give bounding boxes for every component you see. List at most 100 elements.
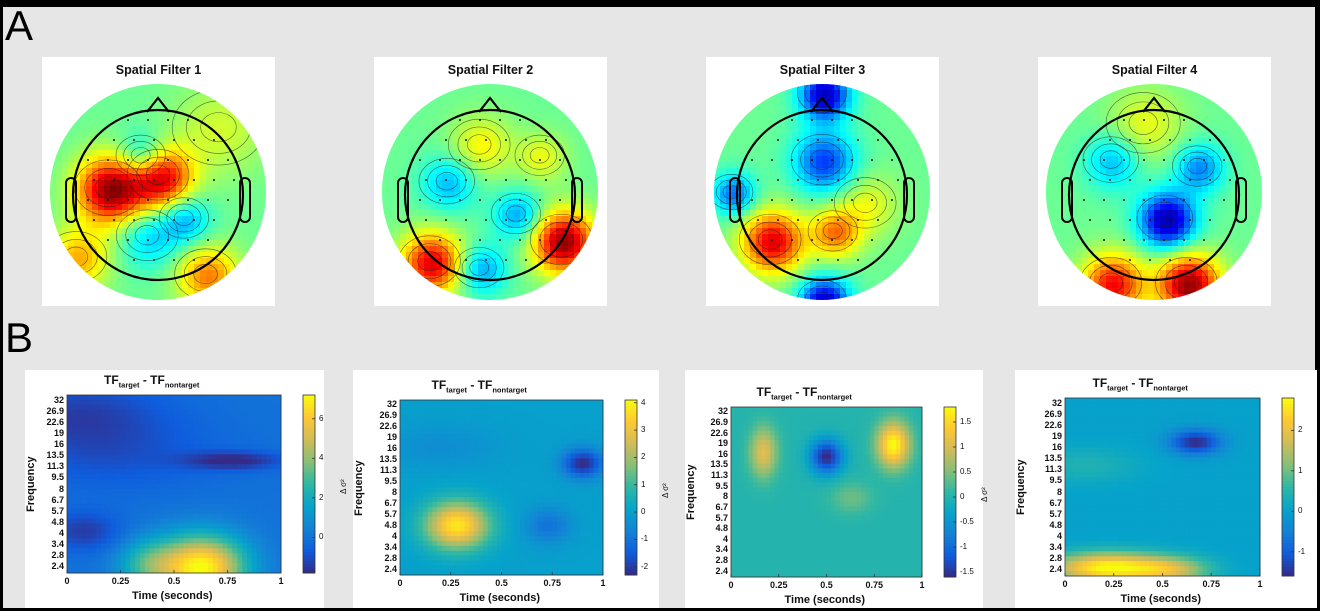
heatmap-cell xyxy=(900,534,906,540)
heatmap-cell xyxy=(856,553,862,559)
heatmap-cell xyxy=(778,506,784,512)
heatmap-cell xyxy=(543,443,549,450)
heatmap-cell xyxy=(598,443,604,450)
heatmap-cell xyxy=(744,435,749,441)
heatmap-cell xyxy=(246,543,253,549)
heatmap-cell xyxy=(436,521,443,527)
heatmap-cell xyxy=(149,563,156,569)
heatmap-cell xyxy=(483,560,489,566)
heatmap-cell xyxy=(261,474,267,480)
heatmap-cell xyxy=(822,562,827,569)
heatmap-cell xyxy=(519,477,526,484)
colorbar-step xyxy=(625,554,637,558)
heatmap-cell xyxy=(174,469,180,475)
heatmap-cell xyxy=(904,553,910,559)
heatmap-cell xyxy=(174,404,180,411)
heatmap-cell xyxy=(91,474,97,480)
x-tick-label: 1 xyxy=(600,578,606,588)
heatmap-cell xyxy=(809,440,814,446)
heatmap-cell xyxy=(261,434,267,440)
heatmap-cell xyxy=(159,568,165,574)
heatmap-cell xyxy=(529,516,535,523)
heatmap-cell xyxy=(483,531,489,537)
heatmap-cell xyxy=(765,553,771,559)
heatmap-cell xyxy=(256,404,263,411)
heatmap-cell xyxy=(783,482,788,488)
heatmap-cell xyxy=(450,404,456,411)
heatmap-cell xyxy=(761,440,767,446)
heatmap-cell xyxy=(796,407,801,413)
heatmap-cell xyxy=(159,399,165,406)
heatmap-cell xyxy=(261,484,267,490)
colorbar-step xyxy=(303,570,315,574)
heatmap-cell xyxy=(547,468,553,474)
heatmap-cell xyxy=(835,449,841,455)
heatmap-cell xyxy=(409,404,415,411)
heatmap-cell xyxy=(222,424,228,431)
heatmap-cell xyxy=(81,508,87,515)
heatmap-cell xyxy=(496,560,502,566)
heatmap-cell xyxy=(852,506,858,512)
heatmap-cell xyxy=(506,458,512,464)
heatmap-cell xyxy=(251,568,258,574)
heatmap-cell xyxy=(865,468,871,474)
heatmap-cell xyxy=(110,484,117,490)
heatmap-cell xyxy=(432,482,438,488)
heatmap-cell xyxy=(856,454,862,460)
heatmap-cell xyxy=(455,497,461,503)
heatmap-cell xyxy=(524,555,530,561)
heatmap-cell xyxy=(251,444,258,450)
heatmap-cell xyxy=(731,425,736,432)
heatmap-cell xyxy=(813,543,819,550)
heatmap-cell xyxy=(450,429,456,435)
heatmap-cell xyxy=(237,484,243,490)
heatmap-cell xyxy=(774,534,780,540)
heatmap-cell xyxy=(839,539,845,545)
heatmap-cell xyxy=(487,400,493,406)
heatmap-cell xyxy=(556,555,562,561)
heatmap-cell xyxy=(227,434,233,440)
heatmap-cell xyxy=(852,553,858,559)
heatmap-cell xyxy=(770,468,775,474)
heatmap-cell xyxy=(861,487,867,493)
heatmap-cell xyxy=(778,421,784,427)
heatmap-cell xyxy=(81,568,87,574)
heatmap-cell xyxy=(212,528,219,534)
heatmap-cell xyxy=(81,404,87,411)
heatmap-cell xyxy=(748,501,754,507)
heatmap-cell xyxy=(538,424,544,430)
heatmap-cell xyxy=(778,473,784,479)
heatmap-cell xyxy=(271,479,277,485)
heatmap-cell xyxy=(450,565,456,571)
heatmap-cell xyxy=(178,429,185,436)
heatmap-cell xyxy=(413,434,419,440)
heatmap-cell xyxy=(423,545,429,552)
heatmap-cell xyxy=(515,438,521,445)
heatmap-cell xyxy=(276,568,282,574)
heatmap-cell xyxy=(492,492,498,498)
heatmap-cell xyxy=(203,395,209,401)
heatmap-cell xyxy=(887,458,893,465)
heatmap-cell xyxy=(251,498,258,505)
heatmap-cell xyxy=(86,464,92,470)
heatmap-cell xyxy=(492,570,498,576)
heatmap-cell xyxy=(813,515,819,521)
heatmap-cell xyxy=(144,508,151,515)
heatmap-cell xyxy=(409,545,415,552)
heatmap-cell xyxy=(731,454,736,460)
heatmap-cell xyxy=(765,430,771,436)
heatmap-cell xyxy=(529,565,535,571)
heatmap-cell xyxy=(506,536,512,542)
colorbar-tick-label: 1 xyxy=(641,479,646,489)
heatmap-cell xyxy=(86,508,92,515)
heatmap-cell xyxy=(543,482,549,488)
heatmap-cell xyxy=(515,545,521,552)
heatmap-cell xyxy=(67,474,73,480)
heatmap-cell xyxy=(178,508,185,515)
heatmap-cell xyxy=(404,438,410,445)
heatmap-cell xyxy=(105,409,112,416)
heatmap-cell xyxy=(144,513,151,520)
heatmap-cell xyxy=(561,492,567,498)
heatmap-cell xyxy=(809,539,814,545)
heatmap-cell xyxy=(232,429,238,436)
